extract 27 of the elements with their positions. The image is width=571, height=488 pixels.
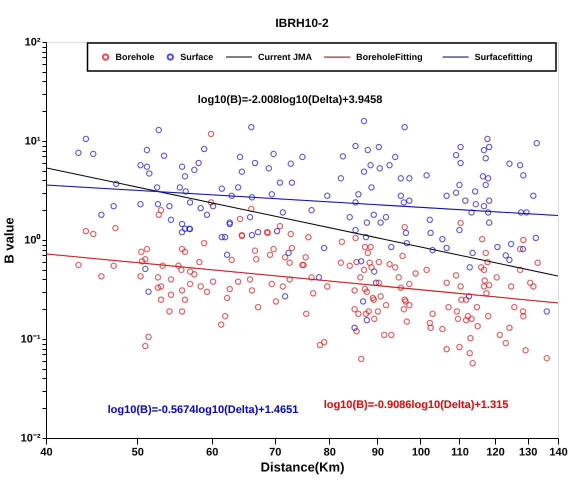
legend-label: BoreholeFitting: [356, 52, 423, 62]
legend-label: Surfacefitting: [474, 52, 533, 62]
y-tick-label: 10¹: [24, 136, 41, 148]
x-tick-label: 60: [206, 446, 218, 458]
x-tick-label: 130: [519, 446, 538, 458]
x-tick-label: 100: [412, 446, 430, 458]
x-axis-title: Distance(Km): [260, 460, 344, 474]
legend-label: Borehole: [116, 52, 155, 62]
x-tick-label: 70: [269, 446, 282, 458]
legend-label: Current JMA: [258, 52, 313, 62]
x-tick-label: 90: [372, 446, 384, 458]
annotation: log10(B)=-2.008log10(Delta)+3.9458: [198, 94, 382, 106]
x-tick-label: 120: [486, 446, 505, 458]
x-tick-label: 80: [324, 446, 336, 458]
y-tick-label: 10⁻²: [20, 432, 41, 444]
x-tick-label: 40: [40, 446, 53, 458]
x-tick-label: 110: [451, 446, 469, 458]
y-tick-label: 10⁰: [24, 234, 40, 246]
annotation: log10(B)=-0.9086log10(Delta)+1.315: [324, 399, 508, 411]
x-tick-label: 50: [132, 446, 144, 458]
x-tick-label: 140: [549, 446, 568, 458]
y-axis-title: B value: [2, 217, 17, 264]
y-tick-label: 10⁻¹: [20, 334, 41, 346]
annotation: log10(B)=-0.5674log10(Delta)+1.4651: [108, 404, 298, 416]
y-tick-label: 10²: [24, 36, 41, 48]
legend-label: Surface: [180, 52, 214, 62]
chart-title: IBRH10-2: [275, 16, 329, 30]
